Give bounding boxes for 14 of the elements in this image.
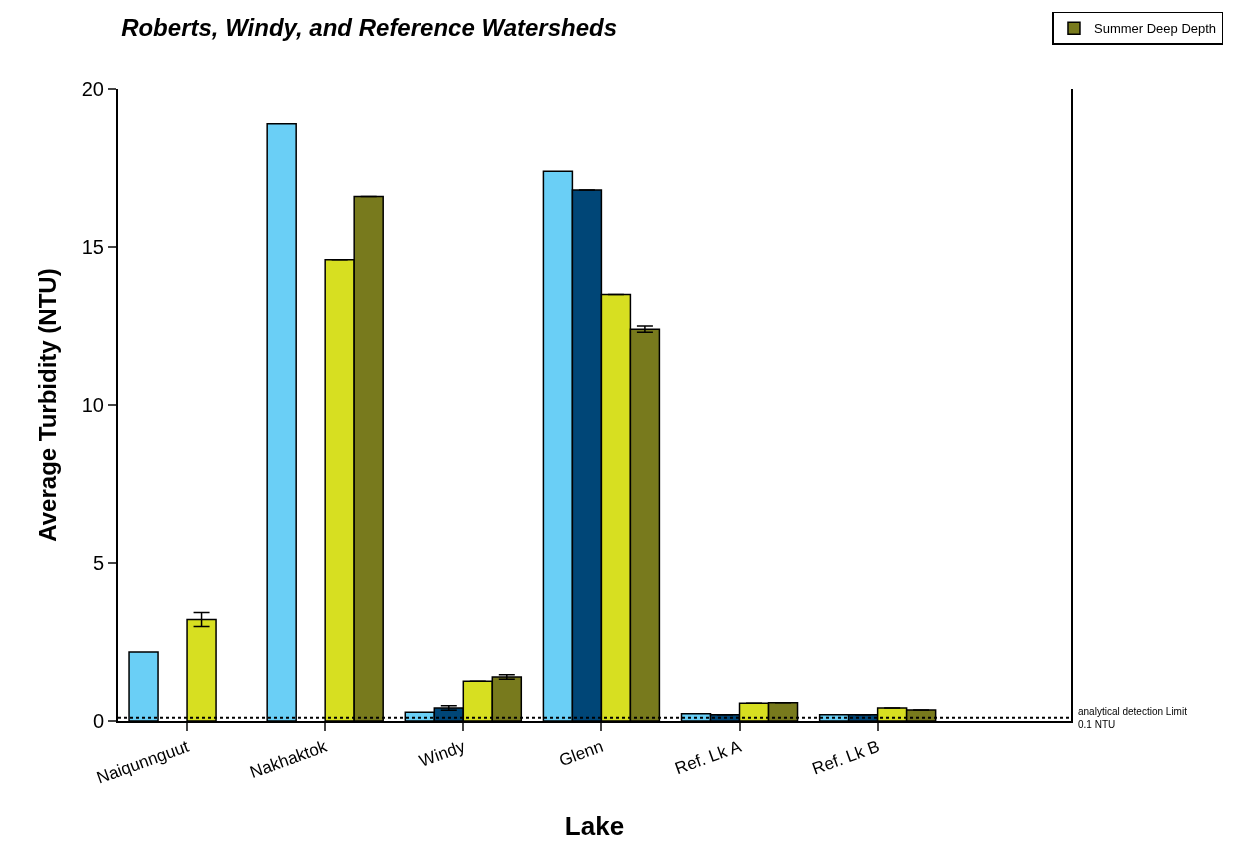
ref-line-label: analytical detection Limit 0.1 NTU — [1078, 706, 1188, 730]
x-tick-label: Ref. Lk A — [672, 736, 745, 779]
x-axis-title: Lake — [564, 810, 625, 841]
chart-title: Roberts, Windy, and Reference Watersheds — [121, 13, 618, 41]
x-tick-label: Glenn — [556, 736, 606, 771]
y-tick-label: 10 — [81, 394, 104, 416]
x-tick-label: Windy — [416, 736, 469, 771]
x-tick-label: Ref. Lk B — [809, 736, 882, 779]
y-tick-label: 5 — [92, 552, 104, 574]
y-tick-label: 20 — [81, 78, 104, 100]
y-tick-label: 15 — [81, 236, 104, 258]
y-axis-title: Average Turbidity (NTU) — [34, 268, 62, 542]
legend-label: Summer Deep Depth — [1093, 21, 1217, 37]
y-tick-label: 0 — [92, 710, 104, 732]
